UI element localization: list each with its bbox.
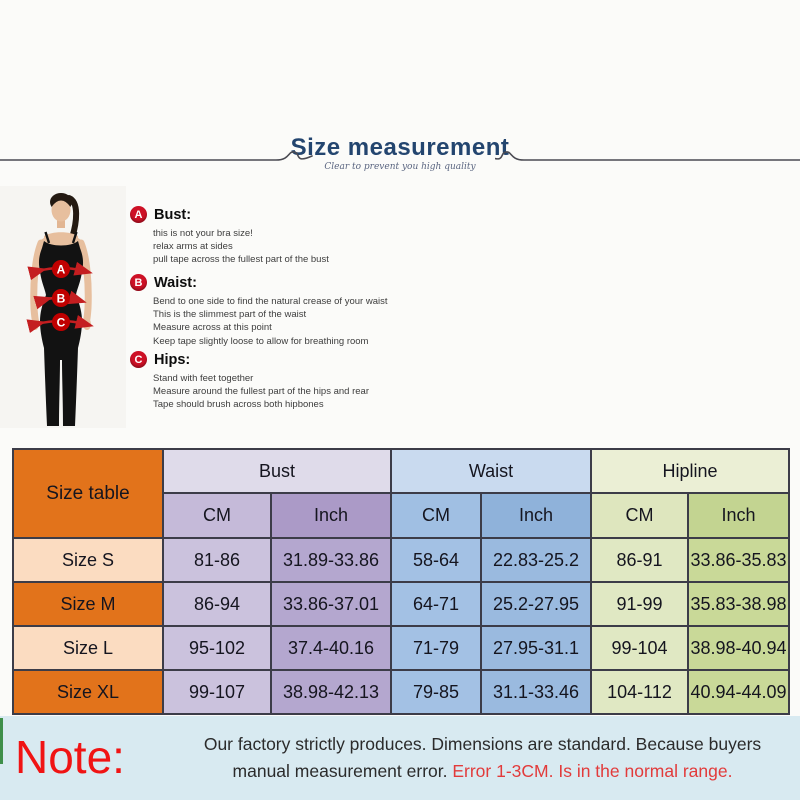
hip-cm-cell: 99-104 [590, 625, 689, 671]
bust-inch-cell: 33.86-37.01 [270, 581, 392, 627]
camisole-strap-left [44, 231, 51, 244]
head [51, 198, 71, 222]
waist-instruction-line: This is the slimmest part of the waist [153, 309, 307, 321]
hip-cm-cell: 104-112 [590, 669, 689, 715]
hips-label: Hips: [154, 351, 191, 368]
waist-cm-cell: 64-71 [390, 581, 482, 627]
waist-cm-cell: 71-79 [390, 625, 482, 671]
column-group-hipline: Hipline [590, 448, 790, 494]
waist-inch-header: Inch [480, 492, 592, 539]
hip-inch-cell: 38.98-40.94 [687, 625, 790, 671]
hips-instructions: C Hips: Stand with feet together Measure… [130, 351, 435, 412]
camisole-strap-right [71, 231, 78, 244]
bust-label: Bust: [154, 206, 192, 223]
row-label: Size M [12, 581, 164, 627]
left-edge-artifact [0, 718, 3, 764]
hip-inch-cell: 33.86-35.83 [687, 537, 790, 583]
waist-inch-cell: 25.2-27.95 [480, 581, 592, 627]
hip-inch-cell: 40.94-44.09 [687, 669, 790, 715]
waist-inch-cell: 31.1-33.46 [480, 669, 592, 715]
hip-inch-cell: 35.83-38.98 [687, 581, 790, 627]
column-group-waist: Waist [390, 448, 592, 494]
note-text: Our factory strictly produces. Dimension… [175, 731, 790, 785]
waist-instruction-line: Bend to one side to find the natural cre… [153, 296, 388, 307]
waist-inch-cell: 22.83-25.2 [480, 537, 592, 583]
row-label: Size XL [12, 669, 164, 715]
flourish-right-decoration [495, 151, 800, 161]
hips-marker-badge: C [130, 351, 147, 368]
hips-instruction-line: Tape should brush across both hipbones [153, 399, 324, 411]
hips-instruction-line: Stand with feet together [153, 373, 254, 384]
waist-marker-badge: B [130, 274, 147, 291]
page-title: Size measurement [290, 134, 510, 161]
bust-cm-cell: 95-102 [162, 625, 272, 671]
model-figure: A B C [26, 193, 94, 426]
size-table: Size table Bust Waist Hipline CM Inch CM… [12, 448, 790, 715]
bust-inch-cell: 31.89-33.86 [270, 537, 392, 583]
bust-cm-header: CM [162, 492, 272, 539]
hip-cm-cell: 91-99 [590, 581, 689, 627]
waist-instruction-line: Keep tape slightly loose to allow for br… [153, 335, 369, 347]
row-label: Size S [12, 537, 164, 583]
waist-label: Waist: [154, 274, 197, 291]
waist-marker-letter: B [57, 292, 66, 306]
waist-marker-circle [52, 289, 70, 307]
waist-cm-cell: 58-64 [390, 537, 482, 583]
hips-marker-letter: C [57, 316, 66, 330]
neck [57, 216, 65, 228]
flourish-left-decoration [0, 151, 313, 161]
note-line2-red: Error 1-3CM. Is in the normal range. [452, 761, 733, 781]
bust-marker-letter: A [57, 263, 66, 277]
waist-instructions: B Waist: Bend to one side to find the na… [130, 274, 435, 348]
table-row-size-m: Size M 86-94 33.86-37.01 64-71 25.2-27.9… [12, 581, 790, 627]
hip-cm-cell: 86-91 [590, 537, 689, 583]
table-row-size-s: Size S 81-86 31.89-33.86 58-64 22.83-25.… [12, 537, 790, 583]
bust-inch-cell: 38.98-42.13 [270, 669, 392, 715]
row-label: Size L [12, 625, 164, 671]
bust-inch-header: Inch [270, 492, 392, 539]
note-section: Note: Our factory strictly produces. Dim… [0, 716, 800, 800]
bust-marker-badge: A [130, 206, 147, 223]
bust-inch-cell: 37.4-40.16 [270, 625, 392, 671]
bust-cm-cell: 99-107 [162, 669, 272, 715]
hips-instruction-line: Measure around the fullest part of the h… [153, 386, 369, 398]
hips-marker-circle [52, 313, 70, 331]
hip-inch-header: Inch [687, 492, 790, 539]
waist-instruction-line: Measure across at this point [153, 322, 272, 334]
bust-instructions: A Bust: this is not your bra size! relax… [130, 206, 435, 267]
table-row-size-xl: Size XL 99-107 38.98-42.13 79-85 31.1-33… [12, 669, 790, 715]
black-outfit [38, 241, 84, 426]
bust-marker-circle [52, 260, 70, 278]
chest [44, 232, 78, 247]
page-subtitle: Clear to prevent you high quality [324, 162, 476, 172]
bust-instruction-line: pull tape across the fullest part of the… [153, 254, 329, 266]
bust-cm-cell: 81-86 [162, 537, 272, 583]
bust-instruction-line: this is not your bra size! [153, 228, 253, 239]
column-group-bust: Bust [162, 448, 392, 494]
model-measurement-image: A B C [0, 186, 126, 428]
waist-inch-cell: 27.95-31.1 [480, 625, 592, 671]
note-line2-black: manual measurement error. [232, 761, 453, 781]
hair-front [51, 197, 71, 207]
hip-cm-header: CM [590, 492, 689, 539]
note-line1: Our factory strictly produces. Dimension… [203, 734, 762, 754]
bust-instruction-line: relax arms at sides [153, 241, 233, 253]
note-label: Note: [15, 731, 125, 784]
waist-cm-header: CM [390, 492, 482, 539]
table-row-size-l: Size L 95-102 37.4-40.16 71-79 27.95-31.… [12, 625, 790, 671]
size-table-corner-label: Size table [12, 448, 164, 539]
waist-cm-cell: 79-85 [390, 669, 482, 715]
bust-cm-cell: 86-94 [162, 581, 272, 627]
